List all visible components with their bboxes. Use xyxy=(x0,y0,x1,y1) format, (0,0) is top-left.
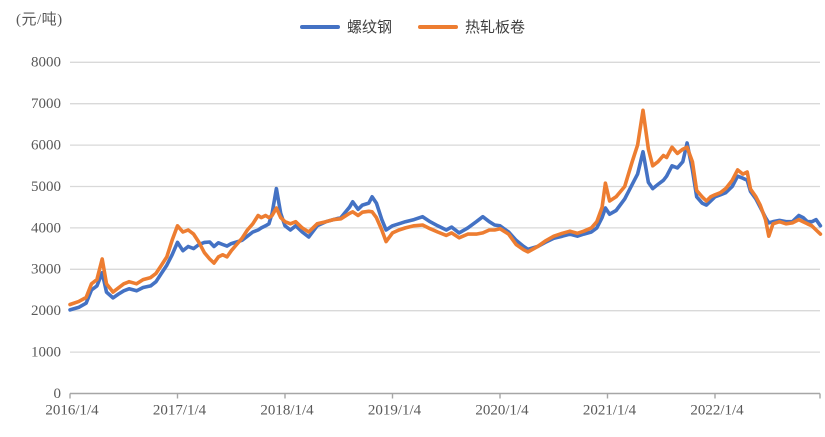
x-axis-label-2019: 2019/1/4 xyxy=(368,403,422,419)
series-line-rebar xyxy=(68,141,823,312)
series-line-hot-rolled-coil xyxy=(68,108,823,307)
y-axis-label-2000: 2000 xyxy=(31,303,61,319)
y-axis-label-5000: 5000 xyxy=(31,179,61,195)
x-axis-label-2016: 2016/1/4 xyxy=(45,403,99,419)
x-axis-label-2018: 2018/1/4 xyxy=(260,403,314,419)
y-axis-label-3000: 3000 xyxy=(31,262,61,278)
y-axis-label-4000: 4000 xyxy=(31,220,61,236)
x-axis-label-2022: 2022/1/4 xyxy=(690,403,744,419)
x-axis-label-2017: 2017/1/4 xyxy=(153,403,207,419)
y-axis-label-7000: 7000 xyxy=(31,96,61,112)
y-axis-label-0: 0 xyxy=(54,386,62,402)
y-axis-unit-label: (元/吨) xyxy=(16,12,63,28)
y-axis-label-8000: 8000 xyxy=(31,55,61,71)
y-axis-label-6000: 6000 xyxy=(31,138,61,154)
y-axis-label-1000: 1000 xyxy=(31,345,61,361)
x-axis-label-2021: 2021/1/4 xyxy=(583,403,637,419)
x-axis-label-2020: 2020/1/4 xyxy=(475,403,529,419)
